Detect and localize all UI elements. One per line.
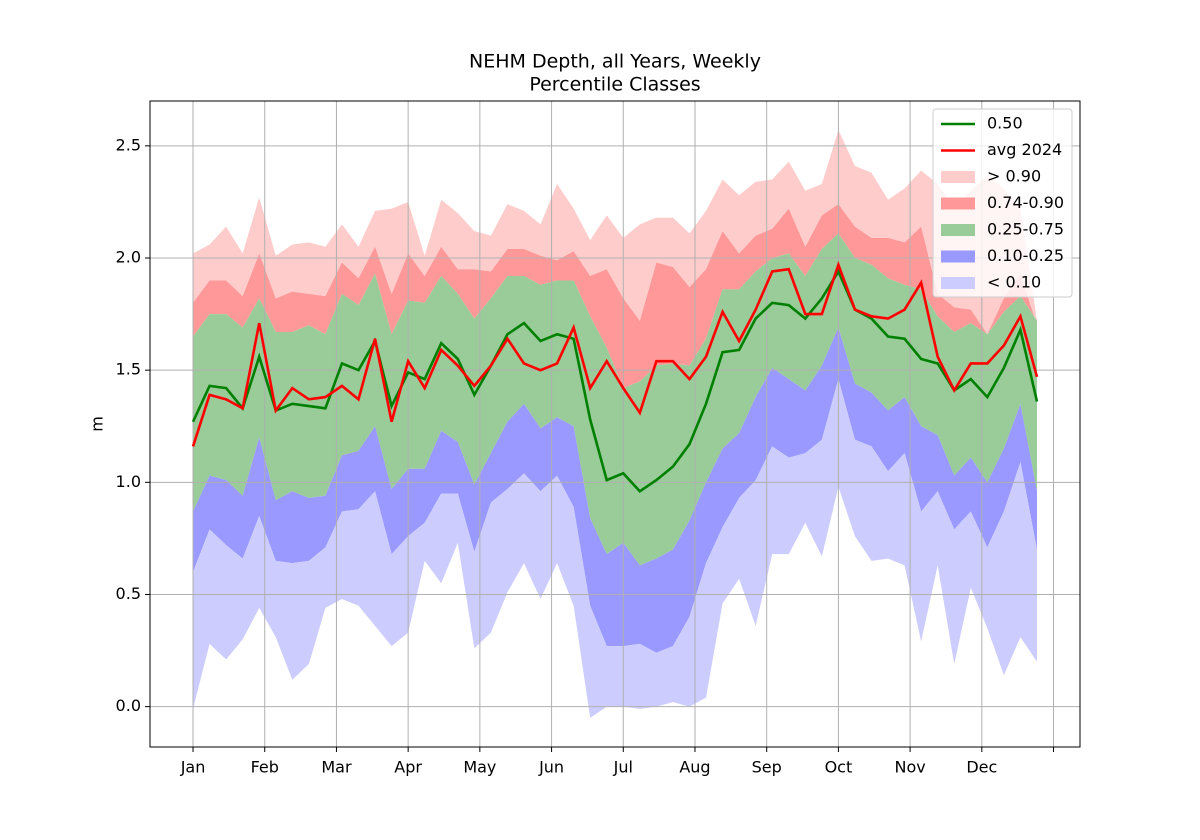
y-tick-label: 0.5 — [116, 584, 141, 603]
legend-label: 0.74-0.90 — [987, 193, 1064, 212]
y-tick-label: 2.0 — [116, 248, 141, 267]
legend-box — [932, 108, 1073, 298]
legend: 0.50 avg 2024 > 0.90 0.74-0.90 0.25-0.75 0.10… — [932, 108, 1073, 298]
x-tick-label: Jun — [538, 758, 564, 777]
y-axis-label: m — [88, 416, 107, 432]
y-tick-label: 0.0 — [116, 696, 141, 715]
band-area — [193, 233, 1037, 566]
legend-label: avg 2024 — [987, 140, 1062, 159]
x-tick-label: Oct — [825, 758, 853, 777]
x-tick-label: Sep — [752, 758, 782, 777]
legend-swatch — [941, 197, 975, 210]
legend-label: 0.10-0.25 — [987, 246, 1064, 265]
y-tick-label: 1.5 — [116, 360, 141, 379]
x-tick-label: Nov — [894, 758, 925, 777]
legend-swatch — [941, 224, 975, 236]
x-tick-label: May — [463, 758, 496, 777]
chart-subtitle: Percentile Classes — [529, 74, 700, 96]
x-tick-label: Feb — [251, 758, 279, 777]
plot-area — [150, 101, 1080, 747]
x-tick-label: Aug — [679, 758, 710, 777]
axes-frame — [149, 100, 1081, 748]
legend-label: > 0.90 — [987, 167, 1041, 186]
x-tick-label: Dec — [966, 758, 997, 777]
legend-swatch — [941, 171, 975, 183]
x-tick-label: Mar — [321, 758, 352, 777]
x-tick-label: Apr — [394, 758, 422, 777]
x-tick-label: Jan — [180, 758, 206, 777]
legend-label: < 0.10 — [987, 273, 1041, 292]
legend-label: 0.50 — [987, 114, 1023, 133]
y-tick-label: 1.0 — [116, 472, 141, 491]
x-tick-label: Jul — [613, 758, 633, 777]
line — [191, 268, 1039, 493]
chart-title: NEHM Depth, all Years, Weekly — [469, 51, 761, 73]
y-tick-label: 2.5 — [116, 135, 141, 154]
legend-swatch — [941, 250, 975, 263]
band-area — [193, 130, 1037, 335]
band-area — [193, 379, 1037, 718]
line — [191, 260, 1039, 447]
legend-swatch — [941, 277, 975, 289]
band-area — [193, 204, 1037, 389]
legend-label: 0.25-0.75 — [987, 220, 1064, 239]
band-area — [193, 327, 1037, 653]
